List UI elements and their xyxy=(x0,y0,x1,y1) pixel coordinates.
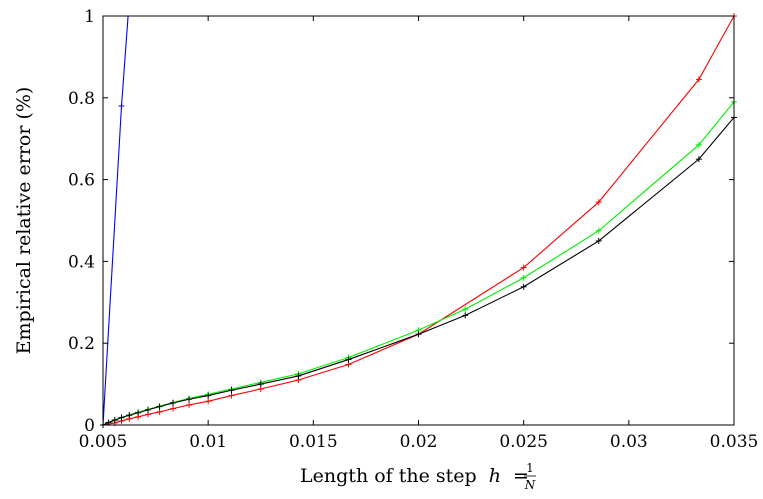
series-layer xyxy=(103,16,734,425)
x-tick-label: 0.005 xyxy=(79,432,128,452)
data-point xyxy=(520,274,527,281)
x-axis-title-eq: = xyxy=(513,465,529,487)
tick-layer xyxy=(102,15,735,426)
data-point xyxy=(595,227,602,234)
y-tick-label: 0 xyxy=(84,416,95,436)
data-point xyxy=(205,398,212,405)
x-axis-title-text: Length of the step xyxy=(300,465,477,487)
x-tick-label: 0.015 xyxy=(289,432,338,452)
data-point xyxy=(228,387,235,394)
series-line-2 xyxy=(103,16,734,425)
data-point xyxy=(170,399,177,406)
x-tick-label: 0.03 xyxy=(610,432,648,452)
x-tick-label: 0.025 xyxy=(499,432,548,452)
x-tick-label: 0.02 xyxy=(400,432,438,452)
y-axis-title: Empirical relative error (%) xyxy=(13,87,35,355)
x-axis-title-numerator: 1 xyxy=(526,461,534,475)
x-axis-title-var: h xyxy=(489,465,501,487)
data-point xyxy=(111,417,118,424)
data-point xyxy=(205,392,212,399)
data-point xyxy=(345,356,352,363)
svg-text:Length of the step h: Length of the step h = xyxy=(300,465,529,487)
data-point xyxy=(118,102,125,109)
plot-frame xyxy=(102,15,735,426)
series-line-1 xyxy=(103,16,129,425)
data-point xyxy=(462,306,469,313)
x-axis-title: Length of the step h = 1 N xyxy=(300,461,536,492)
marker-layer xyxy=(100,13,737,428)
y-tick-label: 0.2 xyxy=(68,334,95,354)
x-tick-label: 0.01 xyxy=(189,432,227,452)
y-tick-label: 0.4 xyxy=(68,252,95,272)
data-point xyxy=(156,403,163,410)
data-point xyxy=(520,264,527,271)
data-point xyxy=(135,409,142,416)
data-point xyxy=(462,312,469,319)
y-tick-label: 0.6 xyxy=(68,171,95,191)
data-point xyxy=(595,199,602,206)
data-point xyxy=(295,372,302,379)
data-point xyxy=(695,76,702,83)
y-tick-label: 0.8 xyxy=(68,89,95,109)
data-point xyxy=(186,401,193,408)
label-layer: 0.005 0.01 0.015 0.02 0.025 0.03 0.035 0 0.2 0.4 0… xyxy=(68,7,758,452)
data-point xyxy=(170,405,177,412)
data-point xyxy=(118,414,125,421)
y-tick-label: 1 xyxy=(84,7,95,27)
data-point xyxy=(520,283,527,290)
data-point xyxy=(228,392,235,399)
data-point xyxy=(695,156,702,163)
series-line-3 xyxy=(103,101,734,425)
data-point xyxy=(595,237,602,244)
data-point xyxy=(186,396,193,403)
data-point xyxy=(145,406,152,413)
data-point xyxy=(695,141,702,148)
data-point xyxy=(415,331,422,338)
x-axis-title-denominator: N xyxy=(524,478,536,492)
x-tick-label: 0.035 xyxy=(710,432,759,452)
data-point xyxy=(257,381,264,388)
data-point xyxy=(156,408,163,415)
series-line-4 xyxy=(103,117,734,425)
data-point xyxy=(126,412,133,419)
